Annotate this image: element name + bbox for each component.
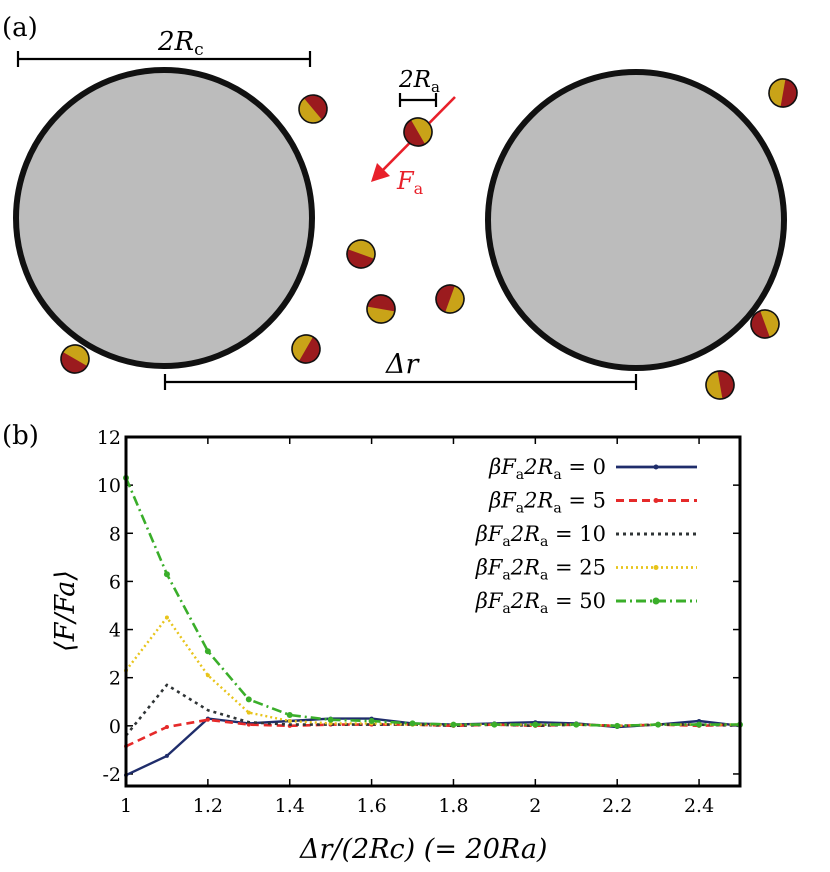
data-point [655, 721, 662, 728]
right-colloid [485, 69, 787, 371]
data-point [286, 711, 293, 718]
x-tick-label: 2.2 [602, 795, 632, 817]
x-tick-label: 1.6 [356, 795, 386, 817]
active-particles [60, 78, 798, 400]
data-point [696, 721, 703, 728]
legend-entry: βFa2Ra = 5 [488, 489, 697, 517]
data-point [532, 721, 539, 728]
x-tick-label: 1.4 [275, 795, 305, 817]
panel-a-label: (a) [2, 13, 38, 43]
series-2 [124, 683, 741, 737]
separation-label: Δr [385, 349, 420, 380]
series-line [125, 717, 741, 777]
legend-label: βFa2Ra = 5 [488, 489, 606, 517]
active-particle [298, 94, 328, 124]
data-point [205, 673, 210, 678]
active-particle [768, 78, 798, 108]
x-tick-label: 2 [529, 795, 541, 817]
y-tick-label: 10 [97, 475, 121, 497]
legend-label: βFa2Ra = 10 [475, 522, 606, 550]
plot-frame [124, 435, 742, 788]
data-point [287, 719, 292, 724]
legend: βFa2Ra = 0 βFa2Ra = 5 βFa2Ra = 10 βFa2Ra = … [475, 455, 697, 617]
panel-a-schematic: (a) 2Rc Δr 2Ra Fa [2, 13, 798, 400]
x-tick-label: 1.8 [438, 795, 468, 817]
left-colloid [13, 67, 315, 369]
active-particle [346, 239, 376, 269]
y-tick-label: -2 [102, 764, 121, 786]
data-point [409, 720, 416, 727]
legend-label: βFa2Ra = 50 [475, 589, 606, 617]
data-point [204, 648, 211, 655]
active-particle [60, 344, 90, 374]
data-point [491, 721, 498, 728]
legend-label: βFa2Ra = 0 [488, 455, 606, 483]
series-line [124, 683, 741, 737]
y-tick-label: 8 [109, 523, 121, 545]
legend-marker [652, 597, 660, 605]
active-particle [291, 334, 321, 364]
x-axis-label: Δr/(2Rc) (= 20Ra) [299, 834, 547, 865]
active-particle [750, 309, 780, 339]
y-tick-label: 2 [109, 668, 121, 690]
legend-entry: βFa2Ra = 50 [475, 589, 697, 617]
y-tick-label: 4 [109, 620, 121, 642]
active-particle [403, 117, 433, 147]
axis-ticks: 1 1.2 1.4 1.6 1.8 2 2.2 2.4 -2 0 2 4 6 8 10 12 [97, 427, 740, 817]
data-point [245, 696, 252, 703]
legend-marker [653, 464, 659, 470]
legend-entry: βFa2Ra = 25 [475, 556, 697, 584]
active-particle [705, 370, 735, 400]
data-point [368, 718, 375, 725]
y-tick-label: 0 [109, 716, 121, 738]
series-3 [124, 615, 742, 728]
series-1 [124, 717, 742, 749]
legend-marker [653, 498, 659, 503]
colloid-diameter-label: 2Rc [157, 27, 204, 60]
active-diameter-label: 2Ra [398, 67, 440, 96]
data-point [205, 717, 210, 722]
panel-b-chart: (b) 1 1.2 1.4 1.6 1.8 2 2.2 2.4 -2 0 2 4 6 8 10 12 βFa2… [2, 421, 743, 865]
x-tick-label: 1 [120, 795, 132, 817]
legend-label: βFa2Ra = 25 [475, 556, 606, 584]
y-tick-label: 6 [109, 571, 121, 593]
active-diameter-bar [398, 93, 438, 107]
data-point [573, 721, 580, 728]
data-point [327, 716, 334, 723]
legend-entry: βFa2Ra = 10 [475, 522, 697, 550]
data-point [164, 615, 169, 620]
legend-entry: βFa2Ra = 0 [488, 455, 697, 483]
series-line [125, 616, 740, 727]
active-particle [366, 294, 396, 324]
colloid-diameter-bar [16, 51, 312, 67]
y-axis-label: ⟨F/Fa⟩ [50, 570, 81, 652]
legend-marker [653, 565, 659, 570]
x-tick-label: 1.2 [193, 795, 223, 817]
panel-b-label: (b) [2, 421, 39, 451]
data-point [164, 753, 169, 758]
separation-bar [163, 374, 638, 390]
data-point [164, 725, 169, 730]
data-point [246, 722, 251, 727]
x-tick-label: 2.4 [684, 795, 714, 817]
y-tick-label: 12 [97, 427, 121, 449]
series-layer [123, 474, 743, 778]
series-line [124, 477, 740, 728]
active-particle [435, 284, 465, 314]
data-point [450, 721, 457, 728]
data-point [163, 571, 170, 578]
force-label: Fa [396, 167, 424, 198]
data-point [246, 710, 251, 715]
data-point [614, 722, 621, 729]
